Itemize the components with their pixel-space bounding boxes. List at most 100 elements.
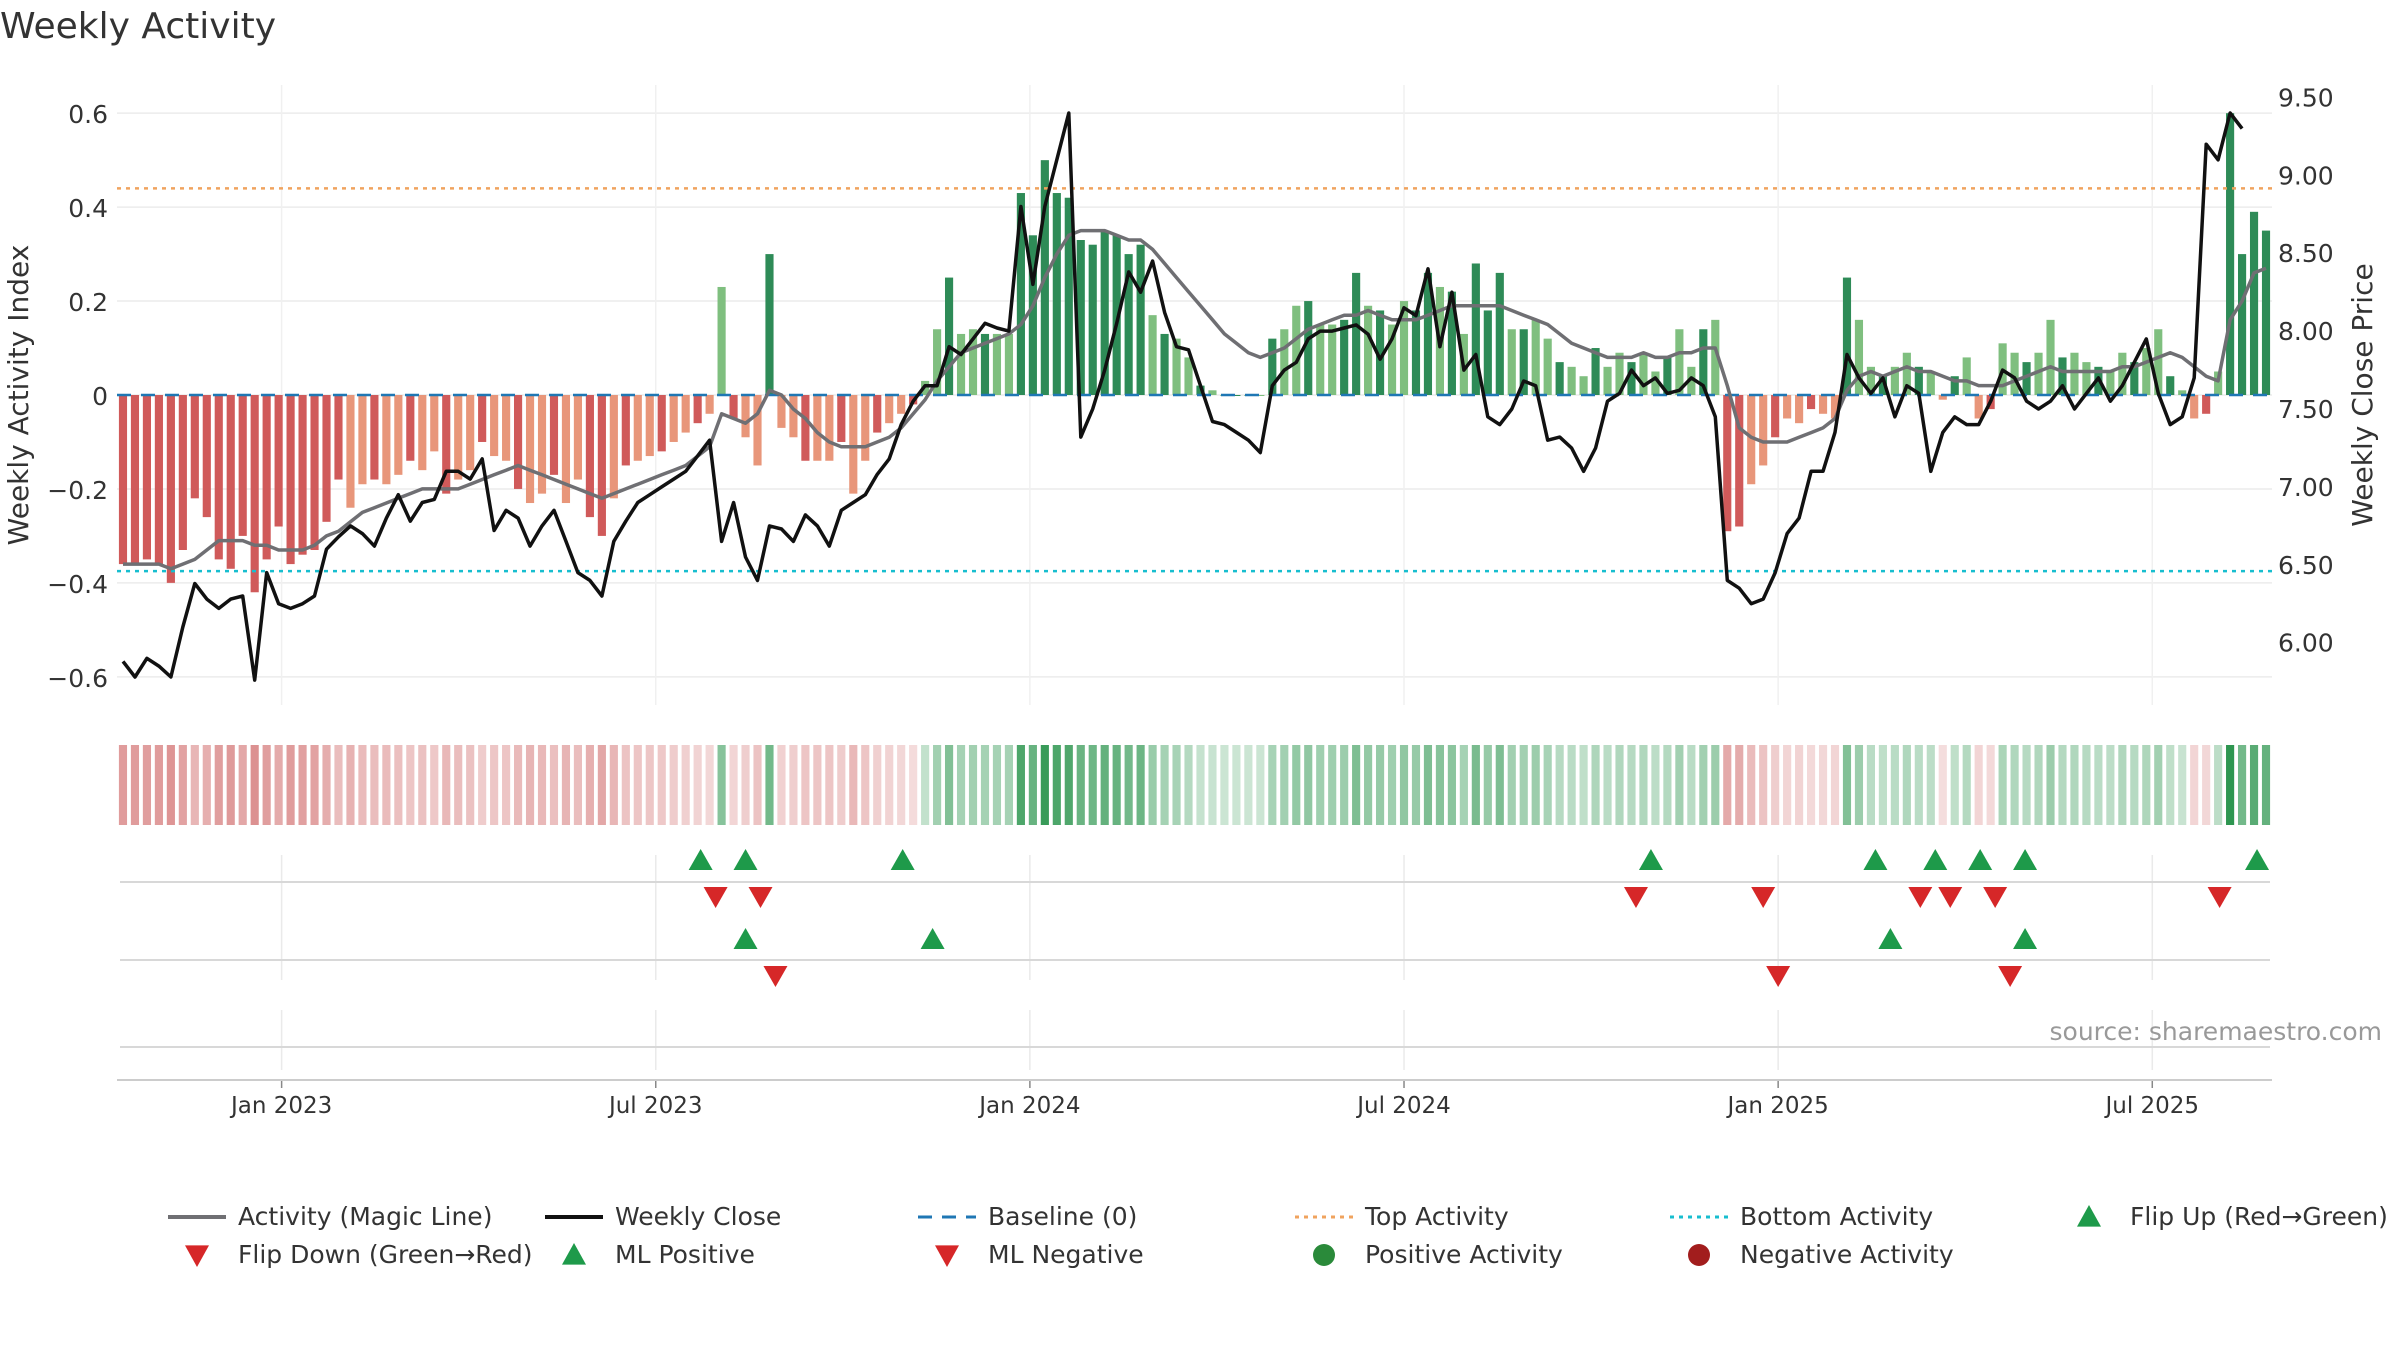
y2-axis-label: Weekly Close Price <box>2346 263 2379 526</box>
heat-cell <box>2046 745 2055 825</box>
heat-cell <box>142 745 152 825</box>
activity-bar <box>1256 395 1265 396</box>
heat-cell <box>1040 745 1049 825</box>
heat-cell <box>1328 745 1337 825</box>
activity-bar <box>166 395 175 583</box>
legend-item: Bottom Activity <box>1670 1202 1933 1231</box>
heat-cell <box>2070 745 2079 825</box>
heat-cell <box>813 745 822 825</box>
heat-cell <box>310 745 319 825</box>
activity-bar <box>944 277 954 395</box>
flip-down-marker <box>1623 887 1648 908</box>
heat-cell <box>1938 745 1947 825</box>
heat-cell <box>789 745 798 825</box>
heat-cell <box>1352 745 1361 825</box>
heat-cell <box>1747 745 1756 825</box>
heat-cell <box>956 745 966 825</box>
activity-bar <box>933 329 942 395</box>
activity-bar <box>992 333 1002 395</box>
heat-cell <box>154 745 163 825</box>
heat-cell <box>2249 745 2259 825</box>
activity-bar <box>561 395 571 504</box>
activity-bar <box>262 395 271 560</box>
activity-bar <box>1172 338 1181 395</box>
heat-cell <box>1136 745 1145 825</box>
activity-bar <box>729 395 738 419</box>
flip-up-marker <box>1863 849 1888 870</box>
heat-cell <box>1878 745 1887 825</box>
activity-bar <box>250 395 259 593</box>
y-tick-label: −0.6 <box>47 664 108 693</box>
activity-bar <box>1902 352 1911 395</box>
weekly-close-line <box>121 111 2244 682</box>
heat-cell <box>1064 745 1073 825</box>
legend-label: Positive Activity <box>1365 1240 1563 1269</box>
activity-bar <box>1148 315 1157 395</box>
activity-bar <box>1268 338 1277 395</box>
heat-cell <box>561 745 571 825</box>
legend-label: ML Negative <box>988 1240 1144 1269</box>
flip-up-marker <box>1968 849 1993 870</box>
heat-cell <box>1507 745 1516 825</box>
activity-bar <box>310 395 319 550</box>
heat-cell <box>1399 745 1409 825</box>
heat-cell <box>1196 745 1205 825</box>
heat-cell <box>1483 745 1492 825</box>
activity-bar <box>2106 371 2115 395</box>
heat-cell <box>130 745 140 825</box>
activity-bar <box>298 395 307 555</box>
ml-positive-marker <box>1878 928 1903 949</box>
legend-item: Activity (Magic Line) <box>168 1202 492 1231</box>
y2-tick-label: 6.50 <box>2278 551 2334 580</box>
heat-cell <box>262 745 271 825</box>
activity-bar <box>118 395 128 565</box>
activity-bar <box>2034 352 2043 395</box>
activity-bar <box>1316 324 1325 395</box>
heat-cell <box>1986 745 1995 825</box>
activity-bar <box>705 395 714 414</box>
heat-cell <box>1340 745 1349 825</box>
activity-bar <box>1340 319 1349 395</box>
activity-bar <box>394 395 403 475</box>
heat-cell <box>1711 745 1720 825</box>
flip-up-marker <box>733 849 758 870</box>
activity-bar <box>633 395 642 461</box>
flip-down-marker <box>1751 887 1776 908</box>
heat-cell <box>885 745 894 825</box>
ml-positive-marker <box>920 928 945 949</box>
heat-cell <box>1771 745 1780 825</box>
activity-bar <box>1866 366 1876 395</box>
ml-positive-marker <box>733 928 758 949</box>
y2-tick-label: 9.50 <box>2278 83 2334 112</box>
heat-cell <box>693 745 702 825</box>
heat-cell <box>1603 745 1612 825</box>
heat-cell <box>1519 745 1528 825</box>
activity-bar <box>1304 301 1313 395</box>
activity-bar <box>657 395 666 452</box>
heat-cell <box>1830 745 1840 825</box>
y2-tick-label: 9.00 <box>2278 161 2334 190</box>
activity-bar <box>861 395 870 461</box>
legend: Activity (Magic Line) Weekly Close Baselin… <box>168 1202 2388 1269</box>
activity-bar <box>825 395 834 461</box>
heat-cell <box>1184 745 1193 825</box>
activity-bar <box>2261 230 2271 395</box>
heat-cell <box>1100 745 1109 825</box>
heat-cell <box>286 745 295 825</box>
heat-cell <box>454 745 463 825</box>
heat-cell <box>1387 745 1397 825</box>
flip-up-marker <box>1923 849 1948 870</box>
flip-up-marker <box>688 849 713 870</box>
activity-bar <box>741 395 750 438</box>
activity-bar <box>1938 395 1947 400</box>
heat-cell <box>1447 745 1456 825</box>
heat-cell <box>1902 745 1911 825</box>
flip-up-marker <box>2245 849 2270 870</box>
activity-bar <box>597 395 606 536</box>
activity-bar <box>1842 277 1852 395</box>
activity-bar <box>585 395 594 518</box>
legend-swatch <box>562 1243 586 1265</box>
y-tick-label: 0.6 <box>68 100 108 129</box>
heat-cell <box>1950 745 1959 825</box>
heat-cell <box>1914 745 1923 825</box>
